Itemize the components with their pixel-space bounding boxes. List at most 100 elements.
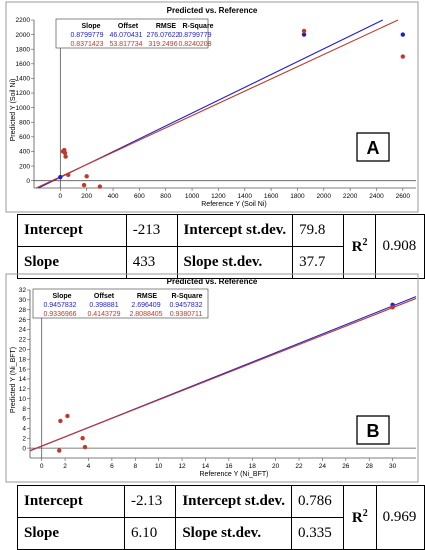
x-tick-label: 24 bbox=[319, 463, 327, 470]
data-point-series-2 bbox=[66, 172, 71, 178]
chart-panel-a: Predicted vs. Reference Reference Y (Soi… bbox=[0, 0, 425, 279]
x-tick-label: 14 bbox=[202, 463, 210, 470]
scatter-chart-b: Predicted vs. Reference Reference Y (Ni_… bbox=[5, 273, 419, 483]
legend-header-slope: Slope bbox=[81, 23, 100, 30]
data-point-series-2 bbox=[63, 154, 68, 159]
x-tick-label: 30 bbox=[389, 463, 397, 470]
plot-area: 0 2 4 6 8 10 12 14 16 18 20 22 24 26 28 300246810121416… bbox=[19, 287, 417, 470]
legend-row1-slope: 0.9457832 bbox=[43, 302, 76, 309]
x-tick-label: 2 bbox=[63, 463, 67, 470]
y-tick-label: 1400 bbox=[16, 76, 31, 83]
y-tick-label: 16 bbox=[19, 366, 27, 373]
intercept-value: -213 bbox=[125, 214, 178, 247]
data-point-series-1 bbox=[400, 32, 406, 37]
y-tick-label: 2200 bbox=[16, 17, 31, 24]
legend-row2-rsquare: 0.9380711 bbox=[170, 311, 203, 318]
legend-row2-slope: 0.8371423 bbox=[70, 41, 103, 48]
y-tick-label: 32 bbox=[19, 287, 27, 294]
data-point-series-2 bbox=[97, 184, 103, 189]
y-tick-label: 8 bbox=[22, 406, 26, 413]
x-tick-label: 0 bbox=[59, 193, 63, 200]
legend-header-offset: Offset bbox=[118, 23, 139, 30]
data-point-series-2 bbox=[81, 182, 87, 188]
data-point-series-2 bbox=[390, 305, 395, 310]
legend-row1-rmse: 276.07622 bbox=[146, 32, 179, 39]
r2-value: 0.908 bbox=[375, 214, 425, 279]
y-tick-label: 30 bbox=[19, 297, 27, 304]
data-point-series-2 bbox=[301, 28, 307, 34]
y-tick-label: 28 bbox=[19, 307, 27, 314]
x-tick-label: 20 bbox=[272, 463, 280, 470]
legend-header-rsquare: R-Square bbox=[171, 293, 202, 300]
x-tick-label: 18 bbox=[249, 463, 257, 470]
scatter-chart-a: Predicted vs. Reference Reference Y (Soi… bbox=[5, 1, 419, 213]
y-tick-label: 2000 bbox=[16, 32, 31, 39]
x-tick-label: 2600 bbox=[396, 193, 411, 200]
intercept-sd-label: Intercept st.dev. bbox=[176, 214, 294, 247]
data-point-series-2 bbox=[58, 418, 63, 424]
x-tick-label: 400 bbox=[108, 193, 119, 200]
legend-header-rsquare: R-Square bbox=[182, 23, 213, 30]
chart-panel-b: Predicted vs. Reference Reference Y (Ni_… bbox=[0, 272, 425, 550]
x-tick-label: 800 bbox=[160, 193, 171, 200]
y-tick-label: 1200 bbox=[16, 90, 31, 97]
data-point-series-2 bbox=[80, 436, 85, 441]
r2-label: R2 bbox=[342, 214, 377, 279]
legend-row1-rsquare: 0.8799779 bbox=[178, 32, 211, 39]
data-point-series-2 bbox=[57, 448, 62, 453]
intercept-label: Intercept bbox=[17, 214, 127, 247]
table-row: Intercept -213 Intercept st.dev. 79.8 R2… bbox=[17, 214, 425, 279]
y-tick-label: 26 bbox=[19, 317, 27, 324]
data-point-series-2 bbox=[65, 413, 70, 419]
r2-label-text: R bbox=[351, 239, 363, 255]
legend-row1-offset: 46.070431 bbox=[109, 32, 142, 39]
x-tick-label: 6 bbox=[110, 463, 114, 470]
x-tick-label: 600 bbox=[134, 193, 145, 200]
y-tick-label: 800 bbox=[19, 119, 30, 126]
r2-value: 0.969 bbox=[375, 485, 425, 550]
data-point-series-2 bbox=[400, 54, 406, 59]
legend-row2-offset: 53.817734 bbox=[109, 41, 142, 48]
data-point-series-1 bbox=[58, 174, 63, 180]
intercept-sd-label: Intercept st.dev. bbox=[175, 485, 292, 518]
chart-frame bbox=[5, 1, 419, 213]
legend-header-rmse: RMSE bbox=[156, 23, 177, 30]
r2-label-text: R bbox=[351, 510, 363, 526]
intercept-sd-value: 0.786 bbox=[290, 485, 344, 518]
legend-row1-offset: 0.398881 bbox=[89, 302, 118, 309]
y-tick-label: 10 bbox=[19, 396, 27, 403]
panel-label-box: B bbox=[356, 415, 390, 445]
chart-frame bbox=[5, 273, 419, 483]
legend-row2-slope: 0.9336966 bbox=[43, 311, 76, 318]
r2-label-sup: 2 bbox=[362, 237, 368, 248]
y-tick-label: 0 bbox=[26, 178, 30, 185]
stats-legend: Slope Offset RMSE R-Square 0.9457832 0.3… bbox=[32, 288, 209, 319]
panel-label-box: A bbox=[356, 132, 390, 162]
y-tick-label: 4 bbox=[22, 426, 26, 433]
y-tick-label: 2 bbox=[22, 435, 26, 442]
y-tick-label: 0 bbox=[22, 445, 26, 452]
data-point-series-2 bbox=[84, 174, 89, 179]
data-point-series-1 bbox=[301, 32, 307, 37]
legend-row2-rsquare: 0.8240208 bbox=[178, 41, 211, 48]
x-tick-label: 0 bbox=[40, 463, 44, 470]
y-tick-label: 14 bbox=[19, 376, 27, 383]
legend-row2-rmse: 2.8088405 bbox=[129, 311, 162, 318]
intercept-sd-value: 79.8 bbox=[292, 214, 344, 247]
r2-label-sup: 2 bbox=[362, 508, 368, 519]
x-tick-label: 2200 bbox=[343, 193, 358, 200]
panel-label: B bbox=[367, 421, 380, 441]
chart-title: Predicted vs. Reference bbox=[167, 277, 258, 286]
stats-legend: Slope Offset RMSE R-Square 0.8799779 46.… bbox=[55, 18, 214, 49]
y-tick-label: 22 bbox=[19, 337, 27, 344]
x-tick-label: 2400 bbox=[369, 193, 384, 200]
legend-header-rmse: RMSE bbox=[137, 293, 158, 300]
x-tick-label: 200 bbox=[81, 193, 92, 200]
table-row: Intercept -2.13 Intercept st.dev. 0.786 … bbox=[17, 485, 425, 550]
y-tick-label: 600 bbox=[19, 134, 30, 141]
slope-sd-value: 0.335 bbox=[290, 517, 344, 550]
data-point-series-2 bbox=[62, 150, 68, 156]
legend-header-slope: Slope bbox=[52, 293, 71, 300]
y-tick-label: 20 bbox=[19, 346, 27, 353]
x-tick-label: 2000 bbox=[317, 193, 332, 200]
